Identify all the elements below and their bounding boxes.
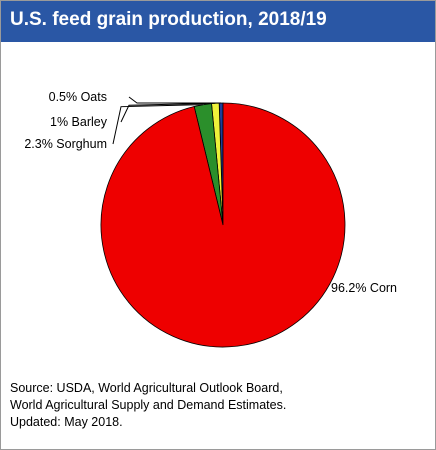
slice-label-barley: 1% Barley: [50, 115, 108, 129]
slice-label-corn: 96.2% Corn: [331, 281, 397, 295]
source-note: Source: USDA, World Agricultural Outlook…: [10, 380, 286, 431]
pie-chart: 0.5% Oats 1% Barley 2.3% Sorghum 96.2% Corn: [24, 90, 397, 348]
pie-slices: [100, 102, 346, 348]
title-bar: U.S. feed grain production, 2018/19: [1, 1, 435, 42]
slice-label-oats: 0.5% Oats: [49, 90, 107, 104]
leader-line-barley: [120, 102, 216, 123]
leader-line-sorghum: [112, 104, 203, 145]
leader-lines: [112, 96, 328, 289]
slice-labels: 0.5% Oats 1% Barley 2.3% Sorghum 96.2% Corn: [24, 90, 397, 295]
chart-title: U.S. feed grain production, 2018/19: [10, 9, 327, 30]
source-line-3: Updated: May 2018.: [10, 415, 123, 429]
source-line-2: World Agricultural Supply and Demand Est…: [10, 398, 287, 412]
source-line-1: Source: USDA, World Agricultural Outlook…: [10, 381, 283, 395]
leader-line-oats: [128, 96, 222, 104]
slice-label-sorghum: 2.3% Sorghum: [24, 137, 107, 151]
pie-slice-corn: [100, 102, 346, 348]
